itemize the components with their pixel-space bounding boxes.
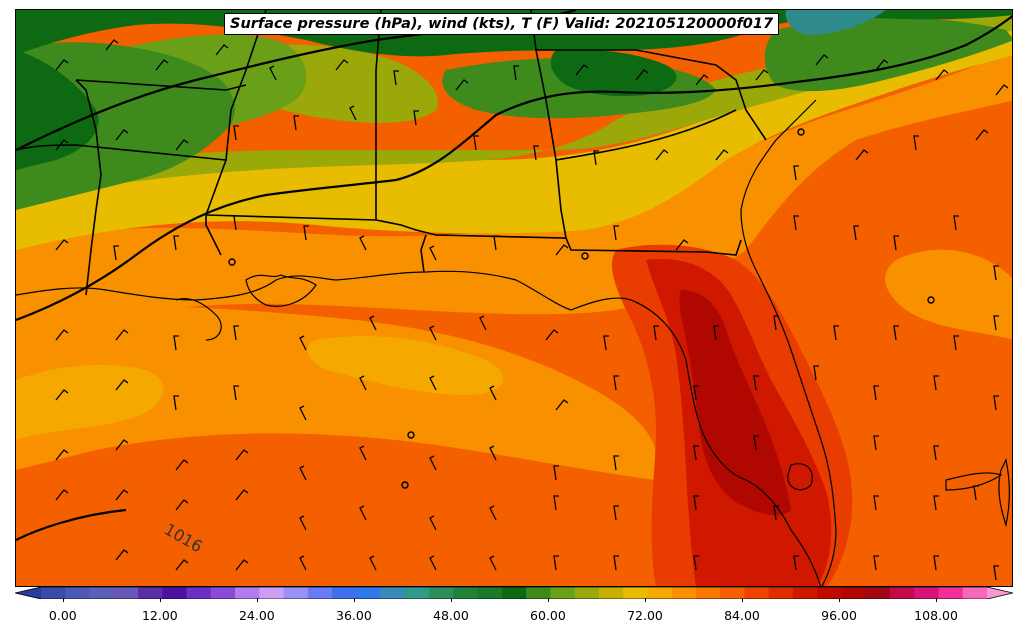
colorbar-tick-label: 36.00 bbox=[336, 608, 372, 623]
colorbar-segment bbox=[889, 587, 915, 599]
colorbar-tick-label: 84.00 bbox=[724, 608, 760, 623]
colorbar-tick-mark bbox=[644, 598, 646, 602]
colorbar-segment bbox=[623, 587, 649, 599]
colorbar-segment bbox=[162, 587, 188, 599]
colorbar-segment bbox=[574, 587, 600, 599]
field-teal bbox=[785, 10, 886, 35]
colorbar-segment bbox=[356, 587, 382, 599]
map-canvas: 1016 bbox=[16, 10, 1012, 586]
colorbar-segment bbox=[550, 587, 576, 599]
colorbar-segment bbox=[113, 587, 139, 599]
colorbar-tick-label: 60.00 bbox=[530, 608, 566, 623]
colorbar-tick-mark bbox=[159, 598, 161, 602]
colorbar-segment bbox=[792, 587, 818, 599]
colorbar-extend-high bbox=[987, 587, 1013, 599]
colorbar-segment bbox=[283, 587, 309, 599]
colorbar-tick-mark bbox=[450, 598, 452, 602]
colorbar-segment bbox=[647, 587, 673, 599]
colorbar-segment bbox=[817, 587, 843, 599]
field-mid-green-3 bbox=[764, 17, 1012, 92]
colorbar-segment bbox=[210, 587, 236, 599]
field-orange-north bbox=[16, 50, 1012, 340]
colorbar-segment bbox=[914, 587, 940, 599]
colorbar-segment bbox=[501, 587, 527, 599]
colorbar-segment bbox=[598, 587, 624, 599]
field-yellow bbox=[16, 20, 1012, 250]
colorbar-segment bbox=[526, 587, 551, 599]
colorbar-segment bbox=[477, 587, 503, 599]
colorbar-segment bbox=[841, 587, 867, 599]
field-dark-green-3 bbox=[550, 49, 677, 97]
field-light-orange bbox=[16, 364, 164, 440]
colorbar-segment bbox=[720, 587, 746, 599]
colorbar-tick-label: 12.00 bbox=[141, 608, 178, 623]
station-circles bbox=[228, 128, 935, 489]
colorbar-segment bbox=[41, 587, 66, 599]
colorbar-ticks: 0.00 12.00 24.00 36.00 48.00 60.00 72.00 84.00 9… bbox=[0, 598, 1022, 628]
colorbar-tick-label: 72.00 bbox=[627, 608, 663, 623]
wind-barbs bbox=[55, 39, 1009, 581]
colorbar-segment bbox=[695, 587, 721, 599]
field-light-orange-2 bbox=[307, 336, 504, 395]
colorbar-segment bbox=[671, 587, 697, 599]
colorbar-segment bbox=[744, 587, 770, 599]
field-olive bbox=[16, 10, 1012, 200]
colorbar bbox=[15, 587, 1013, 599]
colorbar-tick-label: 0.00 bbox=[48, 608, 77, 623]
colorbar-tick-mark bbox=[353, 598, 355, 602]
colorbar-segment bbox=[186, 587, 212, 599]
colorbar-segment bbox=[307, 587, 333, 599]
field-dark-red-2 bbox=[700, 337, 735, 386]
colorbar-segment bbox=[138, 587, 163, 599]
colorbar-segment bbox=[380, 587, 406, 599]
colorbar-segment bbox=[453, 587, 479, 599]
colorbar-tick-label: 96.00 bbox=[821, 608, 857, 623]
colorbar-segment bbox=[404, 587, 430, 599]
map-title: Surface pressure (hPa), wind (kts), T (F… bbox=[224, 13, 780, 35]
colorbar-tick-mark bbox=[742, 598, 743, 602]
colorbar-tick-mark bbox=[256, 598, 258, 602]
colorbar-segment bbox=[235, 587, 260, 599]
map-panel: 1016 bbox=[15, 9, 1013, 587]
colorbar-segment bbox=[865, 587, 891, 599]
colorbar-tick-mark bbox=[547, 598, 549, 602]
colorbar-segment bbox=[89, 587, 115, 599]
colorbar-segment bbox=[768, 587, 794, 599]
colorbar-extend-low bbox=[15, 587, 41, 599]
colorbar-tick-label: 24.00 bbox=[238, 608, 275, 623]
colorbar-segment bbox=[962, 587, 988, 599]
colorbar-tick-mark bbox=[936, 598, 938, 602]
colorbar-segment bbox=[259, 587, 285, 599]
colorbar-tick-label: 48.00 bbox=[433, 608, 469, 623]
colorbar-tick-mark bbox=[839, 598, 841, 602]
colorbar-tick-mark bbox=[62, 598, 64, 602]
colorbar-segment bbox=[938, 587, 964, 599]
field-orange-atlantic bbox=[885, 249, 1012, 340]
colorbar-segment bbox=[65, 587, 91, 599]
colorbar-segment bbox=[332, 587, 357, 599]
colorbar-tick-label: 108.00 bbox=[914, 608, 958, 623]
coastlines bbox=[16, 99, 1010, 586]
colorbar-segment bbox=[429, 587, 454, 599]
